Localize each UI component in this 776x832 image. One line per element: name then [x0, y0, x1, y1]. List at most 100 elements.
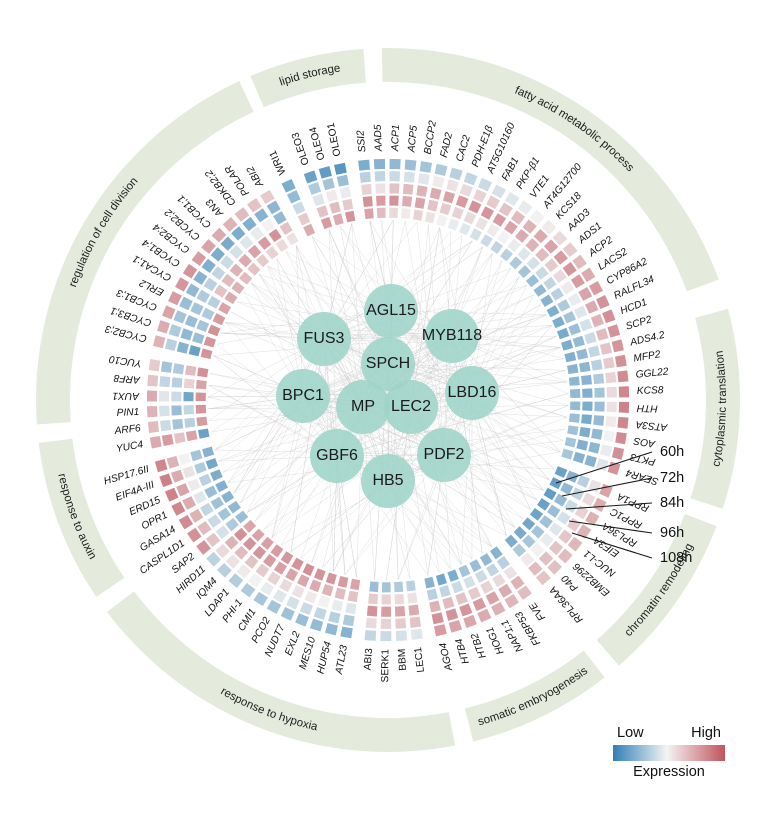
hub-node[interactable]	[336, 380, 390, 434]
heatmap-cell	[196, 366, 209, 378]
heatmap-cell	[246, 261, 262, 277]
heatmap-cell	[581, 387, 594, 399]
heatmap-cell	[313, 606, 328, 621]
heatmap-cell	[186, 477, 202, 493]
heatmap-cell	[417, 172, 431, 186]
heatmap-cell	[548, 476, 563, 491]
heatmap-cell	[164, 337, 178, 352]
hub-node[interactable]	[297, 312, 351, 366]
heatmap-cell	[525, 255, 541, 271]
heatmap-cell	[172, 362, 185, 375]
heatmap-cell	[430, 611, 445, 625]
heatmap-cell	[174, 276, 190, 293]
heatmap-cell	[566, 424, 580, 436]
hub-node[interactable]	[276, 369, 330, 423]
heatmap-cell	[491, 212, 507, 228]
network-edge	[259, 274, 453, 337]
network-edge	[267, 266, 338, 457]
heatmap-cell	[321, 177, 336, 192]
heatmap-cell	[548, 540, 565, 556]
heatmap-cell	[491, 572, 507, 588]
heatmap-cell	[546, 503, 562, 519]
heatmap-cell	[307, 181, 322, 196]
network-edge	[369, 220, 473, 394]
hub-node[interactable]	[361, 454, 415, 508]
hub-node[interactable]	[310, 429, 364, 483]
heatmap-cell	[148, 358, 161, 372]
hub-node-label: PDF2	[424, 446, 465, 463]
heatmap-cell	[407, 603, 420, 617]
heatmap-cell	[556, 327, 571, 341]
heatmap-cell	[532, 228, 549, 245]
heatmap-cell	[146, 374, 159, 387]
heatmap-cell	[320, 216, 333, 230]
heatmap-cell	[587, 344, 601, 358]
hub-node[interactable]	[384, 380, 438, 434]
network-edge	[281, 454, 445, 546]
heatmap-cell	[184, 314, 199, 329]
heatmap-cell	[216, 506, 232, 522]
heatmap-cell	[195, 319, 210, 333]
gene-label: KCS8	[637, 385, 664, 397]
heatmap-cell	[183, 417, 196, 429]
time-point-label: 108h	[660, 550, 692, 566]
heatmap-cell	[379, 630, 392, 642]
heatmap-cell	[551, 315, 566, 329]
time-point-label: 96h	[660, 525, 684, 541]
gene-label: SERK1	[380, 649, 391, 683]
heatmap-cell	[571, 253, 588, 271]
heatmap-cell	[484, 590, 501, 606]
hub-node[interactable]	[425, 309, 479, 363]
gene-label: HTH	[636, 402, 658, 414]
heatmap-cell	[333, 587, 347, 601]
hub-node[interactable]	[361, 337, 415, 391]
network-edge	[267, 265, 473, 394]
heatmap-cell	[479, 233, 494, 248]
heatmap-cell	[373, 170, 386, 183]
heatmap-cell	[553, 492, 568, 508]
heatmap-cell	[195, 391, 207, 402]
heatmap-cell	[227, 500, 242, 515]
heatmap-cell	[273, 560, 288, 576]
heatmap-cell	[559, 481, 575, 496]
heatmap-cell	[368, 580, 380, 593]
gene-label: WRI1	[268, 148, 289, 176]
heatmap-cell	[286, 189, 302, 205]
gene-label: HTB2	[469, 631, 488, 660]
heatmap-cell	[192, 270, 209, 286]
heatmap-cell	[201, 445, 215, 459]
gene-label: YUC4	[115, 439, 144, 455]
heatmap-cell	[206, 295, 222, 310]
heatmap-cell	[158, 390, 170, 403]
heatmap-cell	[567, 322, 582, 336]
heatmap-cell	[402, 183, 415, 196]
heatmap-cell	[189, 449, 204, 462]
heatmap-cell	[380, 593, 392, 606]
heatmap-cell	[395, 629, 408, 642]
hub-node[interactable]	[445, 366, 499, 420]
time-callout-line	[565, 502, 653, 510]
heatmap-cell	[614, 431, 628, 445]
heatmap-cell	[553, 465, 568, 479]
heatmap-cell	[521, 516, 536, 532]
heatmap-cell	[220, 489, 235, 504]
heatmap-cell	[254, 562, 271, 579]
heatmap-cell	[219, 235, 236, 252]
heatmap-cell	[290, 584, 306, 600]
heatmap-cell	[567, 292, 582, 308]
heatmap-cell	[539, 293, 555, 308]
heatmap-cell	[606, 460, 622, 476]
heatmap-cell	[272, 210, 288, 226]
heatmap-cell	[568, 412, 581, 424]
heatmap-cell	[575, 347, 589, 361]
heatmap-cell	[224, 553, 241, 570]
heatmap-cell	[161, 304, 177, 320]
heatmap-cell	[557, 528, 574, 545]
heatmap-cell	[519, 551, 536, 568]
legend-low-label: Low	[617, 725, 644, 741]
heatmap-cell	[412, 208, 424, 222]
heatmap-cell	[250, 527, 266, 543]
heatmap-cell	[190, 250, 207, 267]
hub-node[interactable]	[417, 428, 471, 482]
hub-node[interactable]	[364, 284, 418, 338]
